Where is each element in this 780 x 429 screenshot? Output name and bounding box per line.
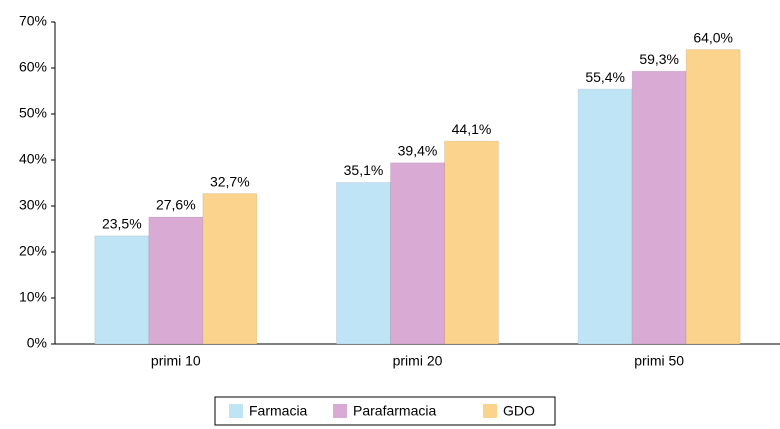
x-tick-label: primi 20 — [393, 353, 443, 369]
value-label: 64,0% — [693, 29, 733, 45]
y-tick-label: 60% — [19, 59, 47, 75]
bar — [577, 88, 633, 345]
bar — [390, 162, 445, 345]
legend-label: GDO — [503, 403, 535, 419]
bar — [148, 216, 204, 345]
legend-box — [214, 396, 556, 426]
y-tick-label: 30% — [19, 197, 47, 213]
y-tick-label: 20% — [19, 243, 47, 259]
value-label: 44,1% — [452, 121, 492, 137]
bar — [631, 70, 687, 345]
value-label: 32,7% — [210, 173, 250, 189]
y-tick-label: 70% — [19, 13, 47, 29]
bar — [444, 140, 499, 345]
x-tick-label: primi 50 — [634, 353, 684, 369]
bar — [336, 182, 391, 345]
value-label: 35,1% — [344, 162, 384, 178]
bar — [685, 49, 741, 345]
legend-swatch — [483, 404, 497, 418]
y-tick-label: 0% — [27, 335, 47, 351]
value-label: 23,5% — [102, 216, 142, 232]
bar — [94, 235, 150, 345]
x-tick-label: primi 10 — [151, 353, 201, 369]
legend-label: Farmacia — [249, 403, 308, 419]
value-label: 39,4% — [398, 142, 438, 158]
y-tick-label: 50% — [19, 105, 47, 121]
y-tick-label: 40% — [19, 151, 47, 167]
value-label: 59,3% — [639, 51, 679, 67]
legend-label: Parafarmacia — [353, 403, 436, 419]
y-tick-label: 10% — [19, 289, 47, 305]
value-label: 27,6% — [156, 197, 196, 213]
bar — [202, 193, 258, 345]
value-label: 55,4% — [585, 69, 625, 85]
legend-swatch — [229, 404, 243, 418]
legend-swatch — [333, 404, 347, 418]
